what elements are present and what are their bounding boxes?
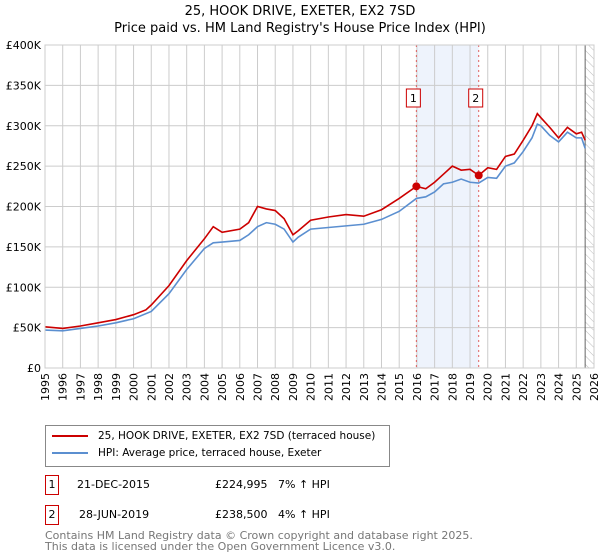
chart-title: 25, HOOK DRIVE, EXETER, EX2 7SD — [184, 4, 416, 19]
property-price-line — [44, 112, 586, 330]
x-tick-label: 2015 — [393, 373, 406, 401]
x-tick-label: 1996 — [57, 373, 70, 401]
transaction-hpi: 4% ↑ HPI — [278, 508, 330, 521]
legend-hpi-label: HPI: Average price, terraced house, Exet… — [98, 447, 322, 459]
x-tick-label: 2010 — [305, 373, 318, 401]
legend-property-line — [52, 435, 88, 437]
transaction-point — [412, 182, 421, 191]
x-tick-label: 2024 — [553, 373, 566, 401]
x-tick-label: 2025 — [570, 373, 583, 401]
y-tick-label: £250K — [6, 160, 42, 173]
annotation-box — [405, 88, 421, 108]
annotation-label: 2 — [472, 92, 479, 105]
transaction-row: 1 21-DEC-2015 £224,995 7% ↑ HPI — [45, 475, 445, 495]
x-tick-label: 2020 — [482, 373, 495, 401]
x-tick-label: 2019 — [464, 373, 477, 401]
x-tick-label: 2007 — [252, 373, 265, 401]
footer-copyright: Contains HM Land Registry data © Crown c… — [45, 529, 473, 542]
x-tick-label: 1998 — [92, 373, 105, 401]
x-tick-label: 2005 — [216, 373, 229, 401]
x-tick-label: 2022 — [517, 373, 530, 401]
y-tick-label: £350K — [6, 79, 42, 92]
y-tick-label: £150K — [6, 241, 42, 254]
x-tick-label: 2013 — [358, 373, 371, 401]
x-tick-label: 2004 — [198, 373, 211, 401]
x-tick-label: 2009 — [287, 373, 300, 401]
x-tick-label: 2012 — [340, 373, 353, 401]
x-tick-label: 2014 — [375, 373, 388, 401]
transaction-date: 28-JUN-2019 — [79, 508, 150, 521]
annotation-label: 1 — [410, 92, 417, 105]
transaction-price: £238,500 — [215, 508, 268, 521]
x-tick-label: 2003 — [181, 373, 194, 401]
transaction-price: £224,995 — [215, 478, 268, 491]
x-tick-label: 2001 — [145, 373, 158, 401]
transaction-date: 21-DEC-2015 — [77, 478, 151, 491]
x-tick-label: 2021 — [499, 373, 512, 401]
chart-subtitle: Price paid vs. HM Land Registry's House … — [114, 21, 486, 36]
transaction-hpi: 7% ↑ HPI — [278, 478, 330, 491]
annotation-box — [468, 88, 484, 108]
transaction-marker: 1 — [45, 475, 59, 495]
y-tick-label: £400K — [6, 39, 42, 52]
footer-licence: This data is licensed under the Open Gov… — [45, 540, 396, 553]
y-tick-label: £100K — [6, 281, 42, 294]
hpi-line — [44, 123, 586, 332]
transaction-marker: 2 — [45, 505, 59, 525]
x-tick-label: 2000 — [128, 373, 141, 401]
transaction-point — [474, 171, 483, 180]
y-tick-label: £200K — [6, 201, 42, 214]
footer: Contains HM Land Registry data © Crown c… — [45, 530, 473, 552]
x-tick-label: 2018 — [446, 373, 459, 401]
x-tick-label: 2023 — [535, 373, 548, 401]
plot-frame — [44, 44, 595, 369]
x-tick-label: 2016 — [411, 373, 424, 401]
y-tick-label: £300K — [6, 120, 42, 133]
legend-property-label: 25, HOOK DRIVE, EXETER, EX2 7SD (terrace… — [98, 430, 376, 442]
legend: 25, HOOK DRIVE, EXETER, EX2 7SD (terrace… — [45, 425, 390, 467]
x-tick-label: 1999 — [110, 373, 123, 401]
x-tick-label: 1997 — [74, 373, 87, 401]
x-tick-label: 1995 — [39, 373, 52, 401]
x-tick-label: 2017 — [429, 373, 442, 401]
legend-hpi-line — [52, 452, 88, 454]
x-tick-label: 2006 — [234, 373, 247, 401]
price-chart: 1995 1996 1997 1998 1999 2000 2001 2002 2003 2004… — [6, 39, 600, 401]
x-tick-label: 2011 — [322, 373, 335, 401]
x-tick-label: 2002 — [163, 373, 176, 401]
transaction-row: 2 28-JUN-2019 £238,500 4% ↑ HPI — [45, 505, 445, 525]
y-tick-label: £0 — [27, 362, 41, 375]
y-tick-label: £50K — [13, 322, 42, 335]
x-tick-label: 2008 — [269, 373, 282, 401]
x-tick-label: 2026 — [588, 373, 600, 401]
